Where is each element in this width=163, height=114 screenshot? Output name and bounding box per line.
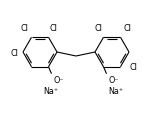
Text: Cl: Cl [124, 24, 131, 32]
Text: O⁻: O⁻ [109, 76, 119, 84]
Text: Cl: Cl [95, 24, 102, 32]
Text: Cl: Cl [10, 48, 18, 57]
Text: Cl: Cl [21, 24, 28, 32]
Text: Cl: Cl [129, 63, 137, 72]
Text: Na⁺: Na⁺ [43, 86, 58, 95]
Text: Cl: Cl [50, 24, 57, 32]
Text: O⁻: O⁻ [53, 76, 64, 84]
Text: Na⁺: Na⁺ [108, 86, 123, 95]
